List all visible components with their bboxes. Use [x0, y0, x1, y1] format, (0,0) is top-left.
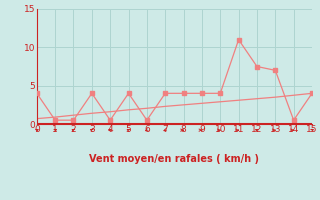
X-axis label: Vent moyen/en rafales ( km/h ): Vent moyen/en rafales ( km/h )	[89, 154, 260, 164]
